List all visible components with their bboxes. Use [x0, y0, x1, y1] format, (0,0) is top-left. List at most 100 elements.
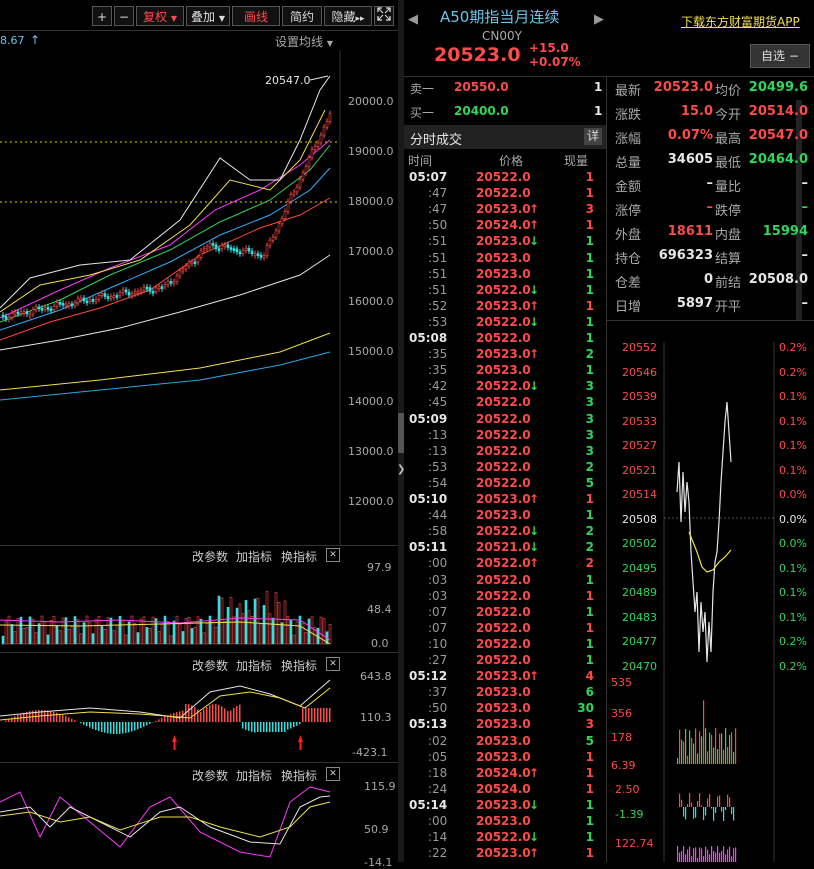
kline-y-tick: 12000.0 — [348, 495, 394, 508]
zoom-in-button[interactable]: + — [92, 6, 112, 26]
zoom-out-button[interactable]: − — [114, 6, 134, 26]
trade-price: 20522.0 — [476, 443, 531, 459]
stat-value: 0.07% — [668, 128, 713, 143]
expand-right-icon: ▸▸ — [355, 14, 364, 24]
trade-time: 05:09 — [409, 411, 447, 427]
detail-button[interactable]: 详 — [584, 128, 602, 145]
trade-volume: 1 — [586, 652, 594, 668]
trade-price: 20523.0 — [476, 845, 531, 861]
hide-button[interactable]: 隐藏▸▸ — [324, 6, 372, 26]
chevron-down-icon: ▼ — [219, 14, 225, 23]
trade-volume: 1 — [586, 620, 594, 636]
trade-price: 20522.0 — [476, 427, 531, 443]
kdj-tick: 115.9 — [364, 780, 396, 793]
trade-time: 05:07 — [409, 169, 447, 185]
trade-volume: 1 — [586, 572, 594, 588]
trade-time: :03 — [428, 588, 447, 604]
trade-volume: 3 — [586, 394, 594, 410]
price-change-pct: +0.07% — [529, 55, 581, 69]
trade-price: 20522.0 — [476, 523, 531, 539]
watchlist-button[interactable]: 自选 − — [750, 44, 810, 68]
kdj-chart[interactable] — [0, 782, 340, 862]
trade-volume: 1 — [586, 781, 594, 797]
stat-value: 20514.0 — [749, 104, 808, 119]
trade-time: :45 — [428, 394, 447, 410]
trade-time: 05:08 — [409, 330, 447, 346]
trade-volume: 1 — [586, 749, 594, 765]
stat-label: 金额 — [615, 176, 641, 195]
trade-time: :51 — [428, 233, 447, 249]
stat-label: 涨停 — [615, 200, 641, 219]
trade-volume: 1 — [586, 797, 594, 813]
vol-tick: 97.9 — [367, 561, 392, 574]
sell-label: 卖一 — [410, 80, 434, 97]
kline-chart[interactable]: 20547.0 — [0, 50, 398, 545]
trade-price: 20522.0 — [476, 636, 531, 652]
fullscreen-icon[interactable] — [374, 6, 394, 26]
trade-volume: 1 — [586, 588, 594, 604]
ma-line — [0, 255, 330, 350]
draw-line-button[interactable]: 画线 — [232, 6, 280, 26]
trade-price: 20524.0 — [476, 765, 531, 781]
trade-volume: 1 — [586, 765, 594, 781]
instrument-header: ◀ A50期指当月连续 ▶ CN00Y 20523.0 +15.0 +0.07%… — [404, 0, 814, 76]
trade-volume: 1 — [586, 233, 594, 249]
trade-volume: 2 — [586, 539, 594, 555]
macd-chart[interactable] — [0, 672, 340, 760]
trade-volume: 3 — [586, 427, 594, 443]
trade-volume: 2 — [586, 555, 594, 571]
download-app-link[interactable]: 下载东方财富期货APP — [681, 13, 800, 30]
chevron-down-icon: ▼ — [171, 14, 177, 23]
trade-volume: 1 — [586, 636, 594, 652]
fuquan-label: 复权 — [143, 10, 167, 24]
simple-mode-button[interactable]: 简约 — [282, 6, 322, 26]
mini-vol-tick: 535 — [611, 676, 632, 689]
trade-time: :05 — [428, 749, 447, 765]
trade-time: 05:14 — [409, 797, 447, 813]
col-time: 时间 — [408, 152, 432, 169]
volume-chart[interactable] — [0, 560, 340, 652]
stat-value: 5897 — [677, 296, 713, 311]
diejia-dropdown[interactable]: 叠加 ▼ — [186, 6, 230, 26]
set-ma-button[interactable]: 设置均线 ▼ — [275, 33, 333, 50]
trade-price: 20523.0 — [476, 749, 531, 765]
trade-volume: 3 — [586, 443, 594, 459]
trade-volume: 1 — [586, 813, 594, 829]
chart-area[interactable]: + − 复权 ▼ 叠加 ▼ 画线 简约 隐藏▸▸ 8.67 ↑ 设置均线 ▼ 2… — [0, 0, 398, 862]
trade-time: :13 — [428, 427, 447, 443]
instrument-code: CN00Y — [482, 29, 522, 43]
close-icon[interactable]: ✕ — [326, 657, 340, 671]
trade-time: :13 — [428, 443, 447, 459]
stat-label: 最高 — [715, 128, 741, 147]
arrow-down-icon: ↓ — [529, 282, 539, 298]
next-instrument-icon[interactable]: ▶ — [594, 12, 604, 27]
trade-time: :35 — [428, 362, 447, 378]
arrow-up-icon: ↑ — [529, 845, 539, 861]
buy-price: 20400.0 — [454, 104, 509, 118]
trade-price: 20522.0 — [476, 555, 531, 571]
trade-volume: 30 — [577, 700, 594, 716]
arrow-up-icon: ↑ — [529, 668, 539, 684]
vol-tick: 0.0 — [371, 637, 389, 650]
trade-price: 20522.0 — [476, 330, 531, 346]
stat-value: 20523.0 — [654, 80, 713, 95]
kdj-tick: 50.9 — [364, 823, 389, 836]
fuquan-dropdown[interactable]: 复权 ▼ — [136, 6, 184, 26]
sell-qty: 1 — [594, 80, 602, 94]
prev-instrument-icon[interactable]: ◀ — [408, 12, 418, 27]
arrow-down-icon: ↓ — [529, 314, 539, 330]
stat-label: 前结 — [715, 272, 741, 291]
close-icon[interactable]: ✕ — [326, 767, 340, 781]
